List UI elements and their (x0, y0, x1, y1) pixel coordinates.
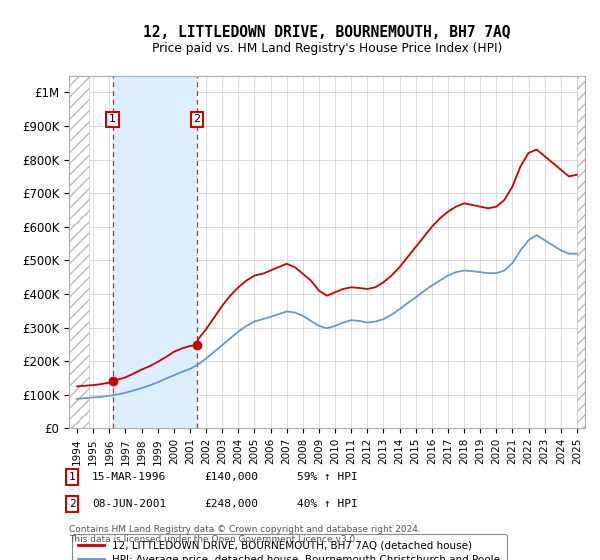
Text: 12, LITTLEDOWN DRIVE, BOURNEMOUTH, BH7 7AQ: 12, LITTLEDOWN DRIVE, BOURNEMOUTH, BH7 7… (143, 25, 511, 40)
Text: 08-JUN-2001: 08-JUN-2001 (92, 499, 166, 509)
Text: 40% ↑ HPI: 40% ↑ HPI (297, 499, 358, 509)
Text: 2: 2 (68, 499, 76, 509)
Legend: 12, LITTLEDOWN DRIVE, BOURNEMOUTH, BH7 7AQ (detached house), HPI: Average price,: 12, LITTLEDOWN DRIVE, BOURNEMOUTH, BH7 7… (71, 534, 506, 560)
Text: 15-MAR-1996: 15-MAR-1996 (92, 472, 166, 482)
Text: Contains HM Land Registry data © Crown copyright and database right 2024.
This d: Contains HM Land Registry data © Crown c… (69, 525, 421, 544)
Text: 1: 1 (109, 114, 116, 124)
Text: Price paid vs. HM Land Registry's House Price Index (HPI): Price paid vs. HM Land Registry's House … (152, 42, 502, 55)
Text: 59% ↑ HPI: 59% ↑ HPI (297, 472, 358, 482)
Text: £248,000: £248,000 (204, 499, 258, 509)
Text: 2: 2 (193, 114, 200, 124)
Text: £140,000: £140,000 (204, 472, 258, 482)
Text: 1: 1 (68, 472, 76, 482)
